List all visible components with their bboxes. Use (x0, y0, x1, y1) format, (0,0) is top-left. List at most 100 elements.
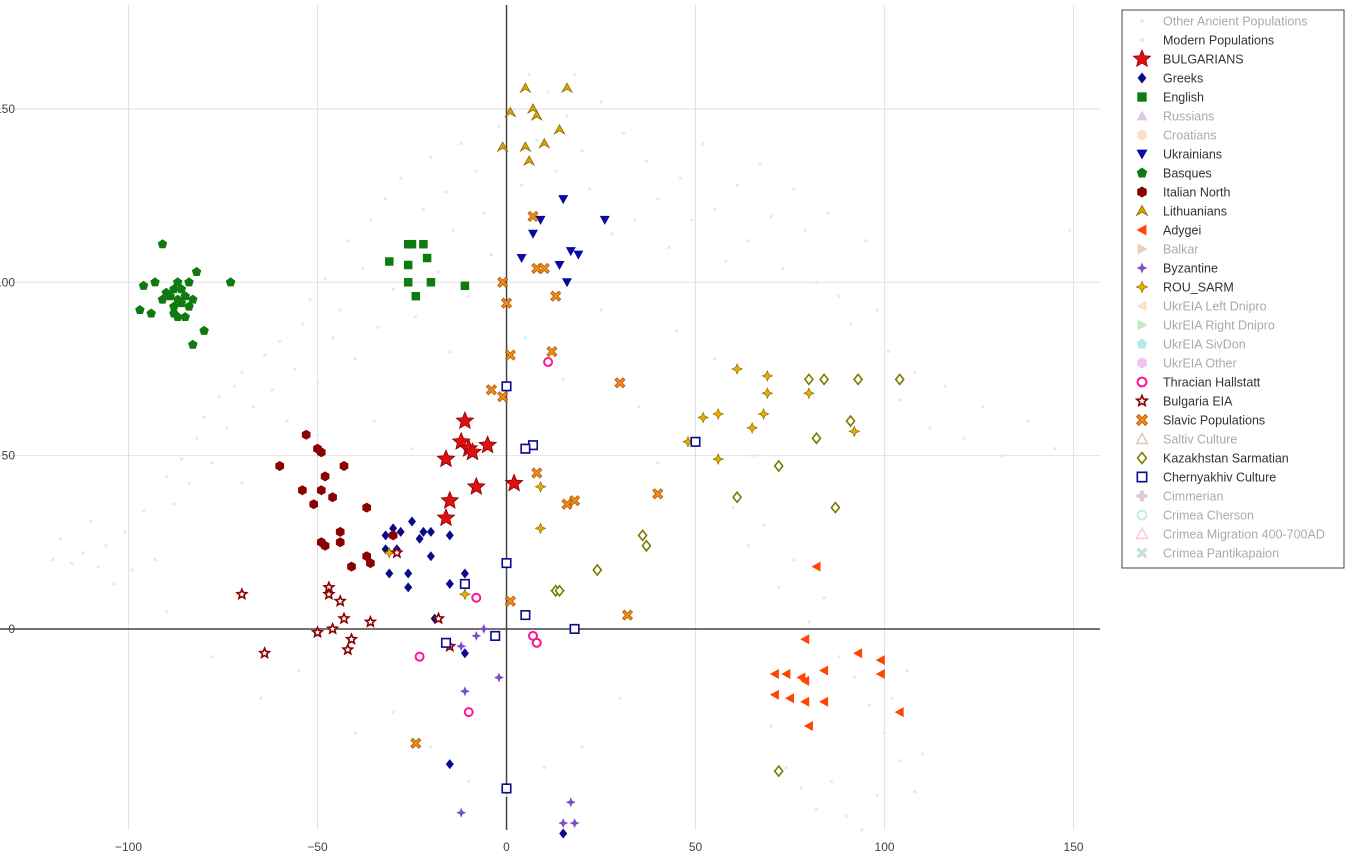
legend-label: Chernyakhiv Culture (1163, 471, 1276, 485)
modern-populations-point (429, 155, 433, 160)
legend-symbol (1136, 338, 1148, 349)
x-tick-label: 50 (689, 840, 703, 854)
modern-populations-point (667, 246, 671, 250)
slavic-populations-point (569, 495, 581, 507)
legend-label: Russians (1163, 110, 1214, 124)
chernyakhiv-culture-point (490, 630, 501, 641)
modern-populations-point (1026, 419, 1030, 423)
slavic-populations-point (621, 609, 634, 621)
modern-populations-point (452, 228, 456, 232)
modern-populations-point (712, 207, 717, 212)
modern-populations-point (429, 745, 433, 749)
legend-symbol (1137, 319, 1148, 331)
kazakhstan-sarmatian-point (803, 373, 814, 386)
slavic-populations-point (497, 276, 509, 288)
x-tick-label: −100 (115, 840, 142, 854)
modern-populations-point (890, 696, 894, 700)
bulgaria-eia-point (431, 611, 446, 625)
basques-point (188, 339, 198, 349)
modern-populations-point (618, 696, 622, 700)
modern-populations-point (678, 176, 683, 180)
legend-label: Crimea Cherson (1163, 509, 1254, 523)
slavic-populations-point (504, 595, 516, 607)
slavic-populations-point (546, 346, 558, 358)
legend-item-crimea-pantikapaion: Crimea Pantikapaion (1136, 547, 1279, 561)
kazakhstan-sarmatian-point (811, 432, 822, 445)
legend-symbol (1136, 110, 1148, 121)
modern-populations-point (194, 436, 199, 440)
modern-populations-point (527, 72, 531, 76)
legend-items: Other Ancient Populations Modern Populati… (1132, 15, 1325, 561)
modern-populations-point (142, 509, 146, 513)
modern-populations-point (232, 384, 236, 388)
kazakhstan-sarmatian-point (830, 501, 841, 514)
greeks-point (408, 516, 416, 527)
modern-populations-point (588, 187, 592, 191)
modern-populations-point (561, 377, 565, 381)
modern-populations-point (792, 558, 796, 562)
x-tick-label: 100 (875, 840, 895, 854)
bulgaria-eia-point (322, 587, 336, 601)
legend-item-modern-populations: Modern Populations (1140, 34, 1274, 48)
modern-populations-point (512, 107, 516, 111)
modern-populations-point (240, 370, 244, 375)
modern-populations-point (202, 415, 206, 420)
legend-symbol (1135, 431, 1149, 445)
modern-populations-point (278, 339, 282, 343)
lithuanians-point (504, 106, 517, 118)
modern-populations-point (1053, 447, 1057, 451)
rou-sarm-point (761, 369, 774, 382)
legend-symbol (1136, 224, 1147, 236)
legend-symbol (1140, 38, 1144, 42)
italian-north-point (275, 461, 285, 471)
byzantine-point (478, 623, 489, 634)
legend-item-ukreia-right-dnipro: UkrEIA Right Dnipro (1137, 319, 1275, 333)
legend-item-croatians: Croatians (1137, 129, 1217, 143)
italian-north-point (362, 502, 372, 513)
modern-populations-point (172, 502, 176, 506)
ukrainians-point (565, 247, 576, 257)
modern-populations-point (251, 405, 255, 409)
modern-populations-point (240, 481, 244, 485)
modern-populations-point (535, 138, 539, 142)
modern-populations-point (875, 793, 879, 797)
legend-item-rou-sarm: ROU_SARM (1135, 280, 1234, 295)
modern-populations-point (554, 169, 558, 173)
italian-north-point (316, 485, 326, 496)
chernyakhiv-culture-point (520, 610, 531, 621)
modern-populations-point (383, 197, 388, 201)
greeks-point (389, 523, 398, 534)
basques-point (146, 308, 156, 318)
y-tick-label: 100 (0, 275, 15, 289)
modern-populations-point (315, 381, 320, 385)
modern-populations-point (315, 433, 320, 437)
kazakhstan-sarmatian-point (732, 490, 743, 504)
legend-symbol (1137, 357, 1147, 369)
basques-point (199, 325, 209, 335)
modern-populations-point (179, 457, 184, 461)
legend-label: UkrEIA Right Dnipro (1163, 319, 1275, 333)
italian-north-point (366, 558, 375, 569)
legend-item-chernyakhiv-culture: Chernyakhiv Culture (1136, 471, 1276, 485)
modern-populations-point (482, 211, 486, 215)
modern-populations-point (259, 696, 263, 700)
modern-populations-point (644, 159, 648, 163)
modern-populations-point (1068, 228, 1072, 232)
legend-symbol (1134, 393, 1150, 408)
legend: Other Ancient Populations Modern Populati… (1121, 9, 1345, 569)
basques-point (180, 312, 190, 322)
bulgaria-eia-point (257, 646, 272, 659)
basques-point (169, 301, 179, 311)
greeks-point (404, 582, 413, 593)
modern-populations-point (943, 384, 947, 388)
italian-north-point (298, 485, 307, 496)
modern-populations-point (414, 315, 418, 319)
lithuanians-point (538, 137, 551, 149)
byzantine-point (565, 797, 576, 808)
modern-populations-point (867, 703, 872, 707)
modern-populations-point (210, 655, 214, 659)
modern-populations-point (746, 239, 751, 243)
modern-populations-point (225, 426, 229, 430)
modern-populations-point (675, 329, 679, 333)
legend-item-thracian-hallstatt: Thracian Hallstatt (1136, 376, 1261, 390)
